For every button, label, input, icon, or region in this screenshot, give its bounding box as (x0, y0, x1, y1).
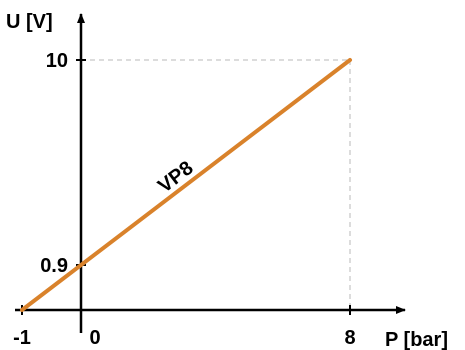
x-axis-label: P [bar] (385, 329, 448, 350)
guide-lines (81, 59, 351, 310)
x-tick-label: 8 (344, 327, 355, 349)
y-ticks: 0.9 10 (40, 50, 86, 277)
x-tick-label: -1 (13, 327, 31, 349)
x-tick-label: 0 (89, 327, 100, 349)
y-axis-label: U [V] (6, 11, 53, 33)
series-line-vp8 (20, 58, 352, 312)
y-tick-label: 0.9 (40, 255, 68, 277)
y-tick-label: 10 (46, 50, 68, 72)
x-ticks: -1 0 8 (13, 305, 356, 349)
series-group: VP8 (20, 58, 352, 312)
